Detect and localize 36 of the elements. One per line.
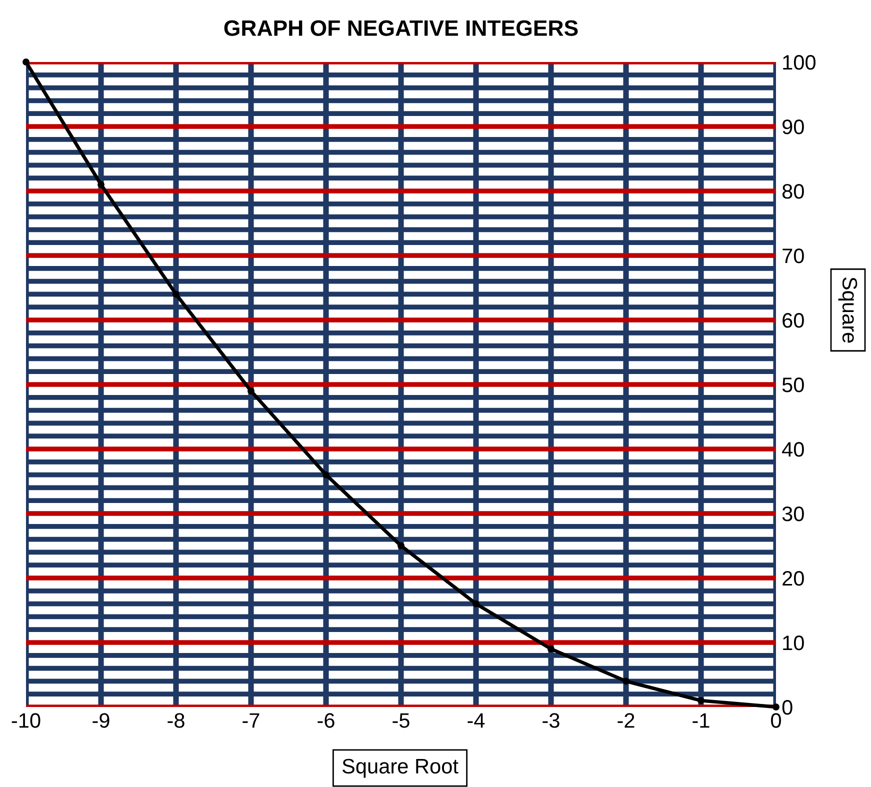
point [548, 645, 554, 652]
y-tick-label: 100 [783, 55, 816, 70]
y-tick-label: 60 [782, 313, 804, 328]
point [248, 387, 254, 394]
y-tick-label: 30 [782, 506, 804, 522]
y-axis-title: Square [838, 277, 858, 343]
point [98, 181, 104, 188]
x-tick-label: -10 [12, 713, 40, 728]
y-tick-label: 0 [782, 700, 792, 715]
x-tick-label: -2 [618, 713, 634, 728]
point [622, 678, 630, 685]
y-tick-label: 40 [782, 442, 804, 457]
point [698, 697, 704, 704]
x-tick-label: -5 [392, 713, 410, 728]
point [172, 290, 180, 298]
y-tick-label: 90 [782, 120, 804, 134]
x-tick-label: 0 [771, 713, 781, 728]
x-tick-label: -1 [692, 713, 710, 728]
x-tick-label: -9 [92, 713, 110, 728]
x-tick-label: -8 [168, 713, 184, 728]
y-tick-label: 50 [782, 378, 804, 392]
point [322, 471, 330, 478]
x-axis-title: Square Root [342, 758, 458, 778]
point [398, 542, 404, 550]
x-tick-label: -7 [242, 713, 260, 728]
y-tick-label: 80 [782, 184, 804, 199]
x-tick-label: -6 [318, 713, 334, 728]
point [772, 704, 780, 710]
point [472, 600, 480, 608]
y-tick-label: 10 [783, 636, 804, 650]
x-tick-label: -3 [542, 713, 560, 728]
y-tick-label: 70 [782, 248, 804, 264]
x-tick-label: -4 [468, 713, 485, 728]
point [22, 58, 30, 66]
chart-title: GRAPH OF NEGATIVE INTEGERS [224, 20, 578, 36]
y-tick-label: 20 [782, 571, 804, 586]
